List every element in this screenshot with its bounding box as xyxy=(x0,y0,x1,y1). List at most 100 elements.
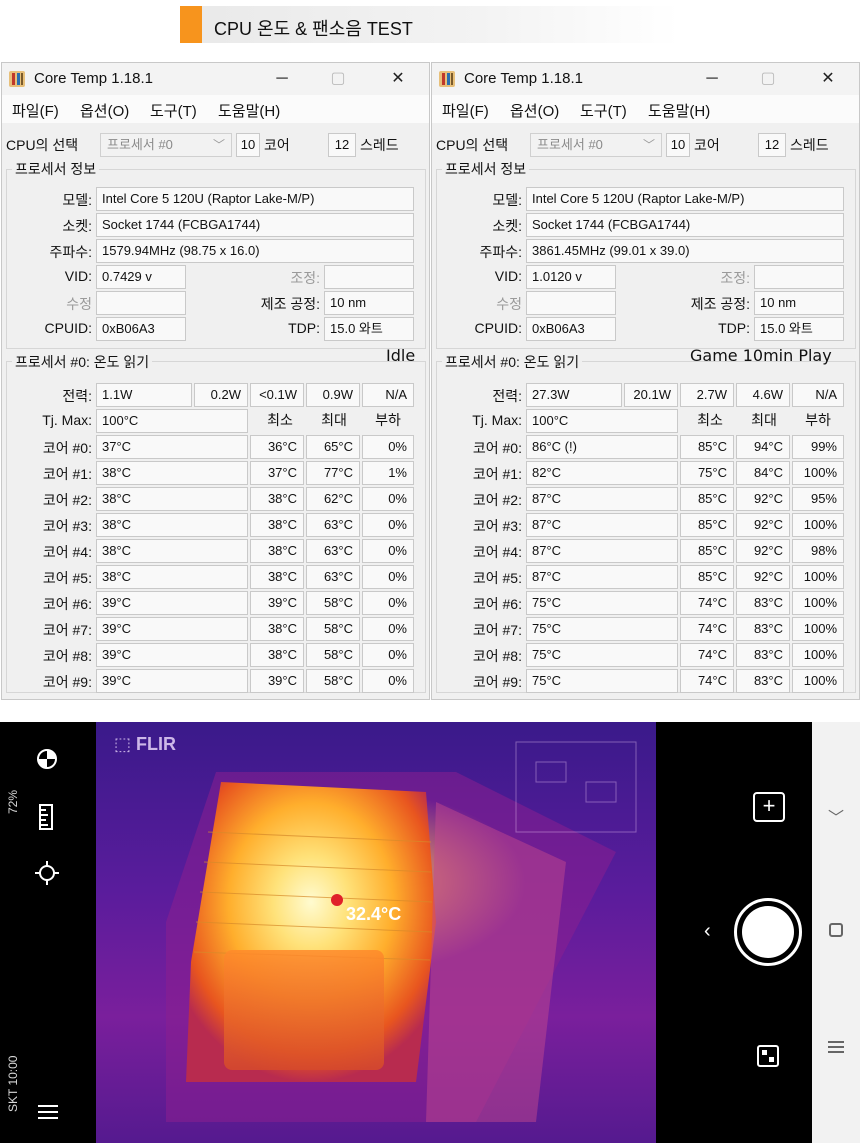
modulation-label: 조정: xyxy=(720,270,750,286)
maximize-icon[interactable]: ▢ xyxy=(330,70,346,87)
core-temp-min: 39°C xyxy=(250,669,304,693)
menu-item[interactable]: 파일(F) xyxy=(12,103,59,120)
processor-info-group xyxy=(6,169,426,349)
core-temp-current: 75°C xyxy=(526,669,678,693)
core-temp-current: 86°C (!) xyxy=(526,435,678,459)
core-label: 코어 #9: xyxy=(472,674,522,690)
core-temp-current: 39°C xyxy=(96,669,248,693)
menu-item[interactable]: 도움말(H) xyxy=(218,103,281,120)
frequency-value: 1579.94MHz (98.75 x 16.0) xyxy=(96,239,414,263)
model-value: Intel Core 5 120U (Raptor Lake-M/P) xyxy=(526,187,844,211)
core-load: 0% xyxy=(362,591,414,615)
core-load: 100% xyxy=(792,513,844,537)
window-titlebar[interactable]: Core Temp 1.18.1 ─ ▢ ✕ xyxy=(2,63,429,95)
tdp-value: 15.0 와트 xyxy=(324,317,414,341)
test-state-label: Game 10min Play xyxy=(690,346,832,365)
revision-label: 수정 xyxy=(496,296,522,312)
model-label: 모델: xyxy=(492,192,522,208)
crosshair-icon[interactable] xyxy=(35,861,59,890)
window-titlebar[interactable]: Core Temp 1.18.1 ─ ▢ ✕ xyxy=(432,63,859,95)
flir-logo-mark: ⬚ xyxy=(114,734,132,754)
cpuid-label: CPUID: xyxy=(474,320,522,336)
menu-item[interactable]: 도구(T) xyxy=(150,103,197,120)
tjmax-value: 100°C xyxy=(526,409,678,433)
core-temp-max: 58°C xyxy=(306,617,360,641)
maximize-icon[interactable]: ▢ xyxy=(760,70,776,87)
cpu-select-value: 프로세서 #0 xyxy=(107,137,173,152)
socket-label: 소켓: xyxy=(62,218,92,234)
menu-icon[interactable] xyxy=(38,1104,58,1125)
core-load: 0% xyxy=(362,539,414,563)
minimize-icon[interactable]: ─ xyxy=(276,70,288,87)
ruler-icon[interactable] xyxy=(38,804,54,835)
revision-value xyxy=(96,291,186,315)
core-temp-max: 58°C xyxy=(306,591,360,615)
test-state-label: Idle xyxy=(386,346,416,365)
core-label: 코어 #9: xyxy=(42,674,92,690)
core-label: 코어 #7: xyxy=(472,622,522,638)
minimize-icon[interactable]: ─ xyxy=(706,70,718,87)
coretemp-app-icon xyxy=(8,70,26,88)
core-temp-current: 75°C xyxy=(526,591,678,615)
col-max-header: 최대 xyxy=(751,412,777,428)
chevron-down-icon: ﹀ xyxy=(642,138,655,152)
cpu-select-dropdown[interactable]: 프로세서 #0 ﹀ xyxy=(100,133,232,157)
core-label: 코어 #2: xyxy=(42,492,92,508)
cores-count: 10 xyxy=(666,133,690,157)
recents-icon[interactable] xyxy=(828,1040,844,1059)
android-nav-bar: ﹀ xyxy=(812,722,860,1143)
tdp-label: TDP: xyxy=(288,320,320,336)
core-load: 100% xyxy=(792,643,844,667)
processor-info-title: 프로세서 정보 xyxy=(12,159,100,179)
plus-icon[interactable]: + xyxy=(753,792,785,822)
core-temp-min: 75°C xyxy=(680,461,734,485)
power-value: 2.7W xyxy=(680,383,734,407)
model-value: Intel Core 5 120U (Raptor Lake-M/P) xyxy=(96,187,414,211)
gallery-icon[interactable] xyxy=(756,1044,780,1073)
menu-item[interactable]: 파일(F) xyxy=(442,103,489,120)
core-load: 0% xyxy=(362,617,414,641)
home-icon[interactable] xyxy=(829,923,843,937)
power-value: 4.6W xyxy=(736,383,790,407)
back-chevron-icon[interactable]: ‹ xyxy=(704,920,711,942)
core-temp-max: 77°C xyxy=(306,461,360,485)
close-icon[interactable]: ✕ xyxy=(821,70,835,87)
close-icon[interactable]: ✕ xyxy=(391,70,405,87)
battery-status: 72% xyxy=(6,790,20,814)
menu-item[interactable]: 옵션(O) xyxy=(510,103,560,120)
flir-brand: FLIR xyxy=(136,734,177,754)
carrier-time-status: SKT 10:00 xyxy=(6,1056,20,1112)
chevron-down-icon[interactable]: ﹀ xyxy=(828,810,845,827)
menu-item[interactable]: 도움말(H) xyxy=(648,103,711,120)
menu-bar: 파일(F) 옵션(O) 도구(T) 도움말(H) xyxy=(432,95,859,123)
core-temp-min: 38°C xyxy=(250,565,304,589)
carrier-time: SKT 10:00 xyxy=(6,1055,20,1112)
core-load: 98% xyxy=(792,539,844,563)
core-label: 코어 #2: xyxy=(472,492,522,508)
core-temp-max: 92°C xyxy=(736,539,790,563)
core-load: 0% xyxy=(362,643,414,667)
core-temp-max: 83°C xyxy=(736,669,790,693)
core-load: 100% xyxy=(792,669,844,693)
core-load: 99% xyxy=(792,435,844,459)
core-load: 0% xyxy=(362,487,414,511)
core-temp-max: 63°C xyxy=(306,513,360,537)
lithography-label: 제조 공정: xyxy=(690,296,750,312)
menu-item[interactable]: 옵션(O) xyxy=(80,103,130,120)
core-load: 100% xyxy=(792,461,844,485)
core-load: 0% xyxy=(362,565,414,589)
core-temp-max: 92°C xyxy=(736,513,790,537)
core-load: 100% xyxy=(792,565,844,589)
power-value: N/A xyxy=(792,383,844,407)
frequency-value: 3861.45MHz (99.01 x 39.0) xyxy=(526,239,844,263)
spot-temperature: 32.4°C xyxy=(346,904,402,924)
menu-item[interactable]: 도구(T) xyxy=(580,103,627,120)
core-temp-min: 74°C xyxy=(680,591,734,615)
frequency-label: 주파수: xyxy=(49,244,92,260)
lithography-value: 10 nm xyxy=(324,291,414,315)
vid-value: 1.0120 v xyxy=(526,265,616,289)
core-temp-max: 62°C xyxy=(306,487,360,511)
shutter-button[interactable] xyxy=(734,898,802,966)
palette-icon[interactable] xyxy=(36,748,58,775)
cpu-select-dropdown[interactable]: 프로세서 #0 ﹀ xyxy=(530,133,662,157)
